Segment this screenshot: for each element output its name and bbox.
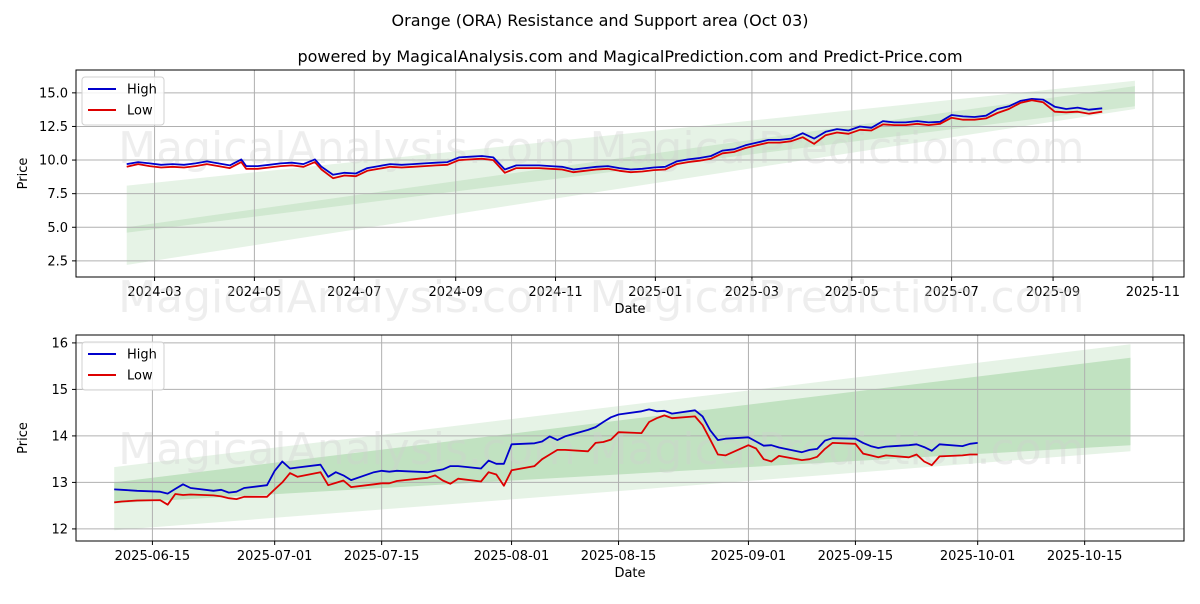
bottom-legend-label-low: Low — [127, 369, 153, 384]
top-axes-frame — [75, 69, 1185, 278]
top-xtick-label: 2025-07 — [924, 285, 978, 300]
top-xtick-label: 2024-03 — [127, 285, 181, 300]
top-xtick-label: 2024-07 — [327, 285, 381, 300]
bottom-ytick-label: 14 — [51, 429, 68, 444]
watermark-text: MagicalAnalysis.com — [118, 424, 576, 475]
top-legend-label-low: Low — [127, 104, 153, 119]
bottom-xtick-label: 2025-09-01 — [711, 549, 787, 564]
watermark-text: MagicalAnalysis.com — [118, 272, 576, 323]
bottom-axes-frame — [75, 334, 1185, 542]
top-legend: High Low — [81, 76, 165, 126]
bottom-xtick-label: 2025-10-01 — [940, 549, 1016, 564]
bottom-xtick-label: 2025-06-15 — [115, 549, 191, 564]
top-xtick-label: 2024-11 — [528, 285, 582, 300]
top-xtick-label: 2025-09 — [1026, 285, 1080, 300]
bottom-series-low-line — [114, 414, 978, 506]
bottom-legend: High Low — [81, 341, 165, 391]
bottom-legend-label-high: High — [127, 348, 157, 363]
bottom-xtick-label: 2025-07-15 — [344, 549, 420, 564]
top-x-axis-label: Date — [614, 302, 645, 317]
bottom-ytick-label: 16 — [51, 336, 68, 351]
top-xtick-label: 2025-11 — [1126, 285, 1180, 300]
watermark-text: MagicalPrediction.com — [590, 424, 1085, 475]
bottom-xtick-label: 2025-08-15 — [581, 549, 657, 564]
bottom-xtick-label: 2025-07-01 — [237, 549, 313, 564]
bottom-ytick-label: 15 — [51, 383, 68, 398]
top-ytick-label: 12.5 — [39, 120, 68, 135]
bottom-band-outer — [114, 344, 1131, 531]
bottom-xtick-label: 2025-09-15 — [818, 549, 894, 564]
top-xtick-label: 2025-05 — [825, 285, 879, 300]
bottom-band-inner — [114, 357, 1131, 504]
top-series-low-line — [126, 99, 1103, 180]
top-xtick-label: 2024-05 — [227, 285, 281, 300]
bottom-x-axis-label: Date — [614, 566, 645, 581]
watermark-text: MagicalPrediction.com — [590, 272, 1085, 323]
chart-subtitle: powered by MagicalAnalysis.com and Magic… — [297, 47, 962, 66]
top-ytick-label: 7.5 — [47, 187, 68, 202]
bottom-xtick-label: 2025-10-15 — [1047, 549, 1123, 564]
top-xtick-label: 2025-03 — [725, 285, 779, 300]
top-ytick-label: 2.5 — [47, 254, 68, 269]
top-xtick-label: 2025-01 — [628, 285, 682, 300]
top-legend-label-high: High — [127, 83, 157, 98]
top-xtick-label: 2024-09 — [429, 285, 483, 300]
top-ytick-label: 15.0 — [39, 86, 68, 101]
bottom-ytick-label: 12 — [51, 522, 68, 537]
top-series-high-line — [126, 98, 1103, 176]
top-y-axis-label: Price — [16, 158, 31, 190]
bottom-xtick-label: 2025-08-01 — [474, 549, 550, 564]
chart-title: Orange (ORA) Resistance and Support area… — [392, 11, 809, 30]
bottom-ytick-label: 13 — [51, 476, 68, 491]
bottom-y-axis-label: Price — [16, 422, 31, 454]
top-ytick-label: 10.0 — [39, 154, 68, 169]
bottom-series-high-line — [114, 408, 978, 495]
top-band-inner — [126, 86, 1135, 233]
top-ytick-label: 5.0 — [47, 221, 68, 236]
top-panel: 2.5 5.0 7.5 10.0 12.5 15.0 2024-03 2024-05 2024-… — [16, 69, 1185, 323]
bottom-panel: 12 13 14 15 16 2025-06-15 2025-07-01 2025-07-15… — [16, 334, 1185, 581]
